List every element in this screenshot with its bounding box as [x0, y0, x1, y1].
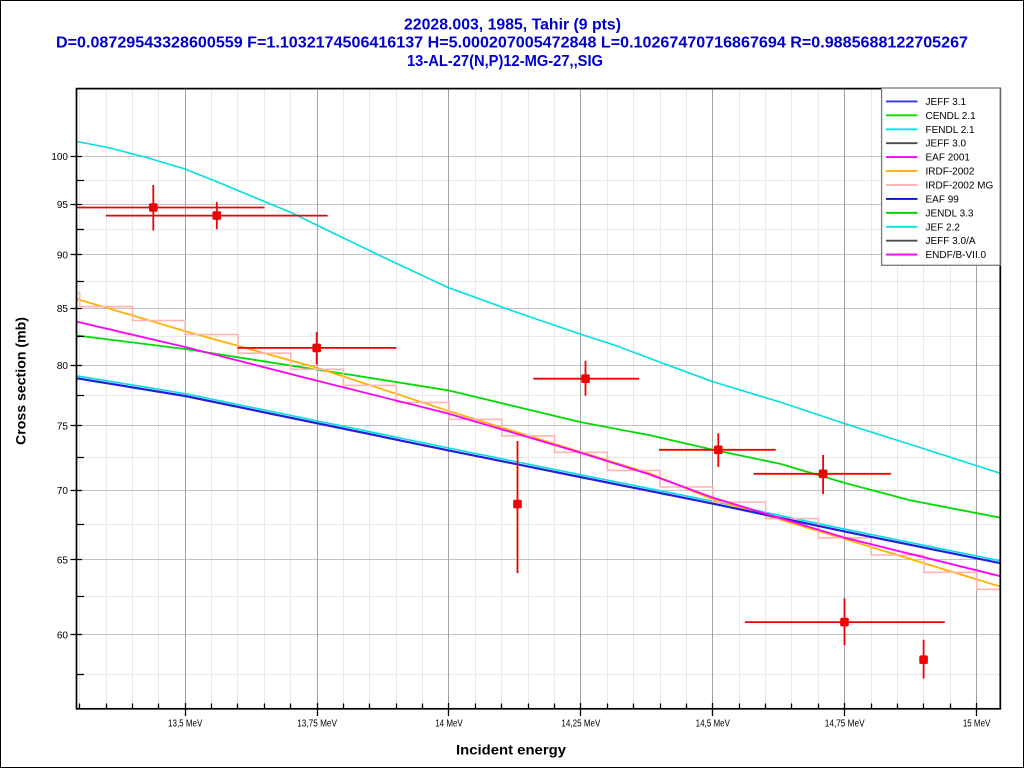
svg-text:ENDF/B-VII.0: ENDF/B-VII.0 [926, 250, 987, 261]
svg-text:22028.003, 1985, Tahir (9 pts): 22028.003, 1985, Tahir (9 pts) [404, 16, 621, 33]
svg-text:D=0.08729543328600559 F=1.1032: D=0.08729543328600559 F=1.10321745064161… [56, 35, 968, 52]
svg-text:15 MeV: 15 MeV [963, 719, 991, 730]
svg-text:85: 85 [57, 304, 69, 315]
svg-text:14,5 MeV: 14,5 MeV [696, 719, 731, 730]
svg-text:JEFF 3.0: JEFF 3.0 [926, 139, 967, 150]
svg-text:EAF 99: EAF 99 [926, 194, 960, 205]
svg-text:14,75 MeV: 14,75 MeV [825, 719, 865, 730]
svg-text:EAF 2001: EAF 2001 [926, 153, 971, 164]
svg-text:JEF 2.2: JEF 2.2 [926, 222, 961, 233]
svg-text:JENDL 3.3: JENDL 3.3 [926, 208, 974, 219]
svg-text:75: 75 [57, 421, 69, 432]
svg-text:80: 80 [57, 361, 69, 372]
svg-text:95: 95 [57, 200, 69, 211]
svg-text:90: 90 [57, 251, 69, 262]
svg-text:IRDF-2002 MG: IRDF-2002 MG [926, 181, 994, 192]
svg-text:CENDL 2.1: CENDL 2.1 [926, 111, 977, 122]
svg-text:14,25 MeV: 14,25 MeV [561, 719, 600, 730]
svg-text:JEFF 3.1: JEFF 3.1 [926, 97, 967, 108]
svg-text:Incident energy: Incident energy [456, 743, 567, 758]
svg-text:60: 60 [57, 630, 69, 641]
svg-text:13,5 MeV: 13,5 MeV [168, 719, 203, 730]
svg-text:FENDL 2.1: FENDL 2.1 [926, 125, 976, 136]
svg-text:Cross section (mb): Cross section (mb) [13, 317, 29, 445]
svg-text:100: 100 [51, 152, 68, 163]
svg-text:65: 65 [57, 555, 69, 566]
svg-text:JEFF 3.0/A: JEFF 3.0/A [926, 236, 976, 247]
svg-text:70: 70 [57, 486, 69, 497]
svg-text:13,75 MeV: 13,75 MeV [297, 719, 337, 730]
svg-text:IRDF-2002: IRDF-2002 [926, 167, 975, 178]
svg-text:13-AL-27(N,P)12-MG-27,,SIG: 13-AL-27(N,P)12-MG-27,,SIG [407, 53, 603, 70]
svg-text:14 MeV: 14 MeV [435, 719, 463, 730]
